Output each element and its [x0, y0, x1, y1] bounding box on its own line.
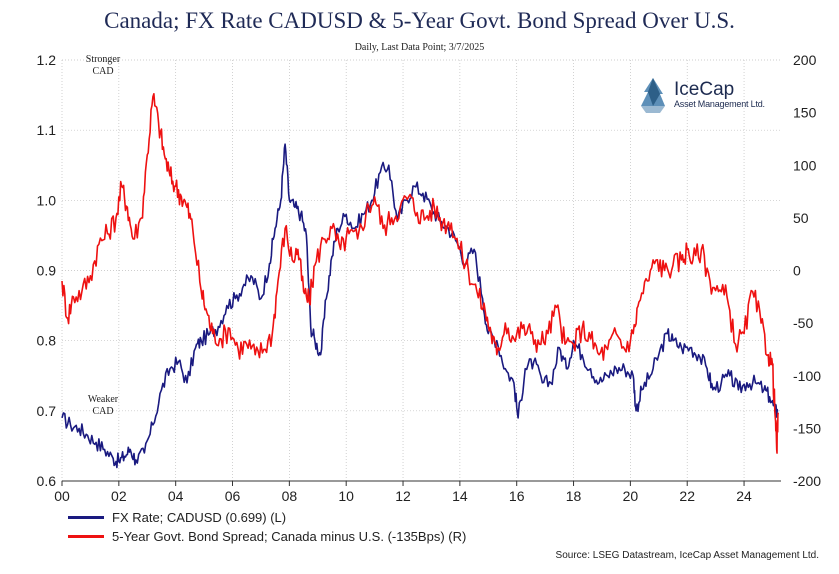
bond-spread-line — [61, 93, 779, 454]
legend: FX Rate; CADUSD (0.699) (L) 5-Year Govt.… — [68, 508, 466, 546]
y-right-tick-label: -200 — [793, 473, 821, 489]
x-tick-label: 14 — [452, 488, 468, 504]
weaker-cad-line-1: Weaker — [87, 394, 119, 405]
stronger-cad-line-2: CAD — [92, 66, 114, 77]
legend-label-bond-spread: 5-Year Govt. Bond Spread; Canada minus U… — [112, 529, 467, 544]
y-left-tick-label: 1.1 — [37, 122, 57, 138]
y-right-tick-label: 0 — [793, 263, 801, 279]
legend-swatch-bond-spread — [68, 535, 104, 538]
y-right-tick-label: -100 — [793, 368, 821, 384]
x-tick-label: 16 — [509, 488, 525, 504]
legend-label-fx-rate: FX Rate; CADUSD (0.699) (L) — [112, 510, 287, 525]
y-left-tick-label: 1.2 — [37, 52, 57, 68]
y-right-tick-label: 100 — [793, 157, 817, 173]
y-left-tick-label: 0.9 — [37, 263, 57, 279]
y-right-tick-label: -50 — [793, 315, 813, 331]
legend-swatch-fx-rate — [68, 516, 104, 519]
x-tick-label: 24 — [736, 488, 752, 504]
fx-rate-line — [61, 143, 779, 469]
icecap-logo: IceCap Asset Management Ltd. — [638, 76, 765, 114]
y-right-tick-label: 50 — [793, 210, 809, 226]
x-tick-label: 00 — [54, 488, 70, 504]
x-tick-label: 18 — [566, 488, 582, 504]
y-right-tick-label: -150 — [793, 420, 821, 436]
x-tick-label: 08 — [282, 488, 298, 504]
y-right-tick-label: 200 — [793, 52, 817, 68]
weaker-cad-line-2: CAD — [92, 406, 114, 417]
source-note: Source: LSEG Datastream, IceCap Asset Ma… — [555, 550, 819, 561]
x-tick-label: 22 — [679, 488, 695, 504]
chart-title: Canada; FX Rate CADUSD & 5-Year Govt. Bo… — [104, 8, 735, 33]
weaker-cad-annotation: Weaker CAD — [73, 394, 133, 418]
y-right-tick-label: 150 — [793, 105, 817, 121]
legend-item-bond-spread: 5-Year Govt. Bond Spread; Canada minus U… — [68, 527, 466, 546]
legend-item-fx-rate: FX Rate; CADUSD (0.699) (L) — [68, 508, 466, 527]
stronger-cad-line-1: Stronger — [85, 54, 121, 65]
iceberg-icon — [641, 78, 665, 113]
x-tick-label: 10 — [338, 488, 354, 504]
y-left-tick-label: 1.0 — [37, 192, 57, 208]
logo-tagline: Asset Management Ltd. — [674, 99, 765, 109]
x-tick-label: 06 — [225, 488, 241, 504]
x-tick-label: 02 — [111, 488, 127, 504]
x-tick-label: 12 — [395, 488, 411, 504]
y-left-tick-label: 0.8 — [37, 333, 57, 349]
x-tick-label: 20 — [623, 488, 639, 504]
y-left-tick-label: 0.6 — [37, 473, 57, 489]
logo-name: IceCap — [674, 79, 735, 100]
x-tick-label: 04 — [168, 488, 184, 504]
y-left-tick-label: 0.7 — [37, 403, 57, 419]
chart-subtitle: Daily, Last Data Point; 3/7/2025 — [354, 42, 485, 53]
stronger-cad-annotation: Stronger CAD — [73, 54, 133, 78]
